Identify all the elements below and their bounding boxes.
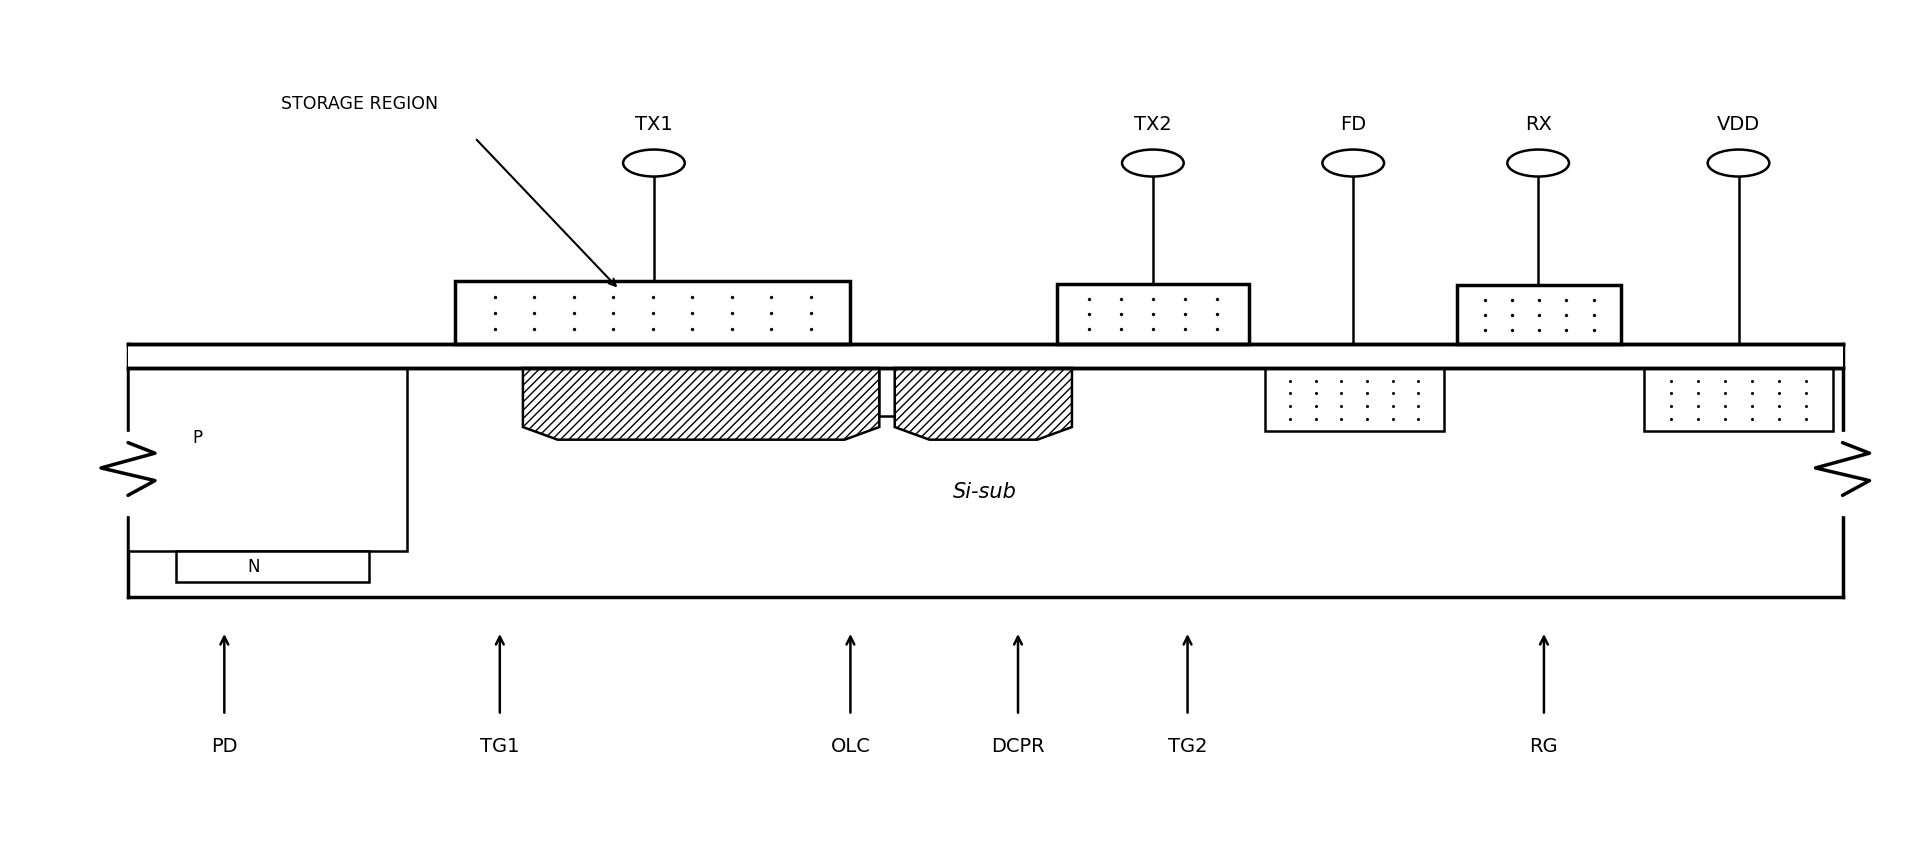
Text: TG1: TG1 (479, 737, 520, 756)
Circle shape (1122, 149, 1184, 177)
Polygon shape (895, 368, 1072, 440)
Circle shape (624, 149, 684, 177)
Text: P: P (193, 429, 203, 447)
Text: VDD: VDD (1718, 115, 1760, 134)
Text: RX: RX (1524, 115, 1551, 134)
Text: FD: FD (1341, 115, 1366, 134)
Bar (1644, 368, 1833, 431)
Text: PD: PD (211, 737, 238, 756)
Text: DCPR: DCPR (991, 737, 1045, 756)
Circle shape (1708, 149, 1770, 177)
Text: RG: RG (1530, 737, 1559, 756)
Bar (128, 345, 1843, 368)
Bar (176, 551, 369, 582)
Text: TX2: TX2 (1134, 115, 1171, 134)
Text: OLC: OLC (831, 737, 869, 756)
Bar (1265, 368, 1443, 431)
Text: STORAGE REGION: STORAGE REGION (280, 95, 439, 113)
Polygon shape (524, 368, 879, 440)
Bar (128, 345, 1843, 598)
Text: TX1: TX1 (636, 115, 672, 134)
Text: Si-sub: Si-sub (952, 482, 1018, 502)
Bar (879, 368, 895, 416)
Circle shape (1507, 149, 1569, 177)
Bar (1057, 284, 1250, 345)
Bar (456, 281, 850, 345)
Text: TG2: TG2 (1167, 737, 1208, 756)
Bar (1457, 285, 1621, 345)
Circle shape (1321, 149, 1383, 177)
Text: N: N (247, 558, 259, 576)
Bar (128, 368, 408, 551)
